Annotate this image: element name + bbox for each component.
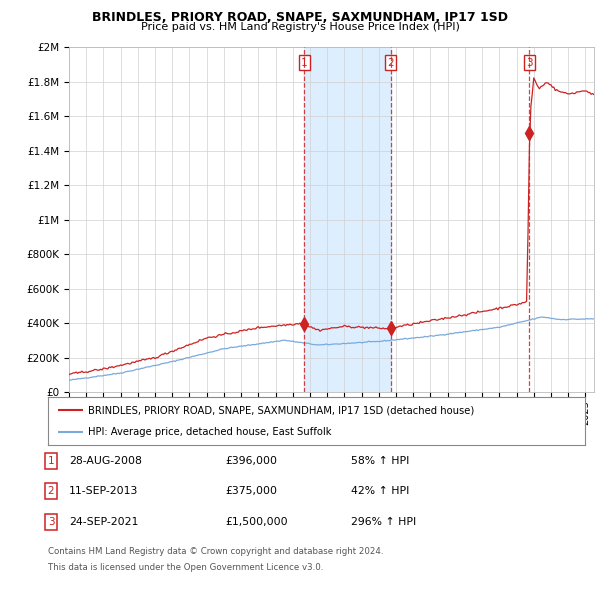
Text: 1: 1	[47, 455, 55, 466]
Text: £1,500,000: £1,500,000	[225, 517, 287, 527]
Text: £396,000: £396,000	[225, 455, 277, 466]
Text: BRINDLES, PRIORY ROAD, SNAPE, SAXMUNDHAM, IP17 1SD (detached house): BRINDLES, PRIORY ROAD, SNAPE, SAXMUNDHAM…	[88, 405, 475, 415]
Text: BRINDLES, PRIORY ROAD, SNAPE, SAXMUNDHAM, IP17 1SD: BRINDLES, PRIORY ROAD, SNAPE, SAXMUNDHAM…	[92, 11, 508, 24]
Text: This data is licensed under the Open Government Licence v3.0.: This data is licensed under the Open Gov…	[48, 563, 323, 572]
Text: 28-AUG-2008: 28-AUG-2008	[69, 455, 142, 466]
Text: 24-SEP-2021: 24-SEP-2021	[69, 517, 139, 527]
Bar	[304, 47, 391, 392]
Text: 11-SEP-2013: 11-SEP-2013	[69, 486, 139, 496]
Text: 3: 3	[47, 517, 55, 527]
Text: Contains HM Land Registry data © Crown copyright and database right 2024.: Contains HM Land Registry data © Crown c…	[48, 546, 383, 556]
Text: 2: 2	[388, 58, 394, 67]
Text: 42% ↑ HPI: 42% ↑ HPI	[351, 486, 409, 496]
Text: HPI: Average price, detached house, East Suffolk: HPI: Average price, detached house, East…	[88, 427, 332, 437]
Text: 58% ↑ HPI: 58% ↑ HPI	[351, 455, 409, 466]
Text: £375,000: £375,000	[225, 486, 277, 496]
Text: 296% ↑ HPI: 296% ↑ HPI	[351, 517, 416, 527]
Text: Price paid vs. HM Land Registry's House Price Index (HPI): Price paid vs. HM Land Registry's House …	[140, 22, 460, 32]
Text: 1: 1	[301, 58, 307, 67]
Text: 3: 3	[526, 58, 532, 67]
Text: 2: 2	[47, 486, 55, 496]
